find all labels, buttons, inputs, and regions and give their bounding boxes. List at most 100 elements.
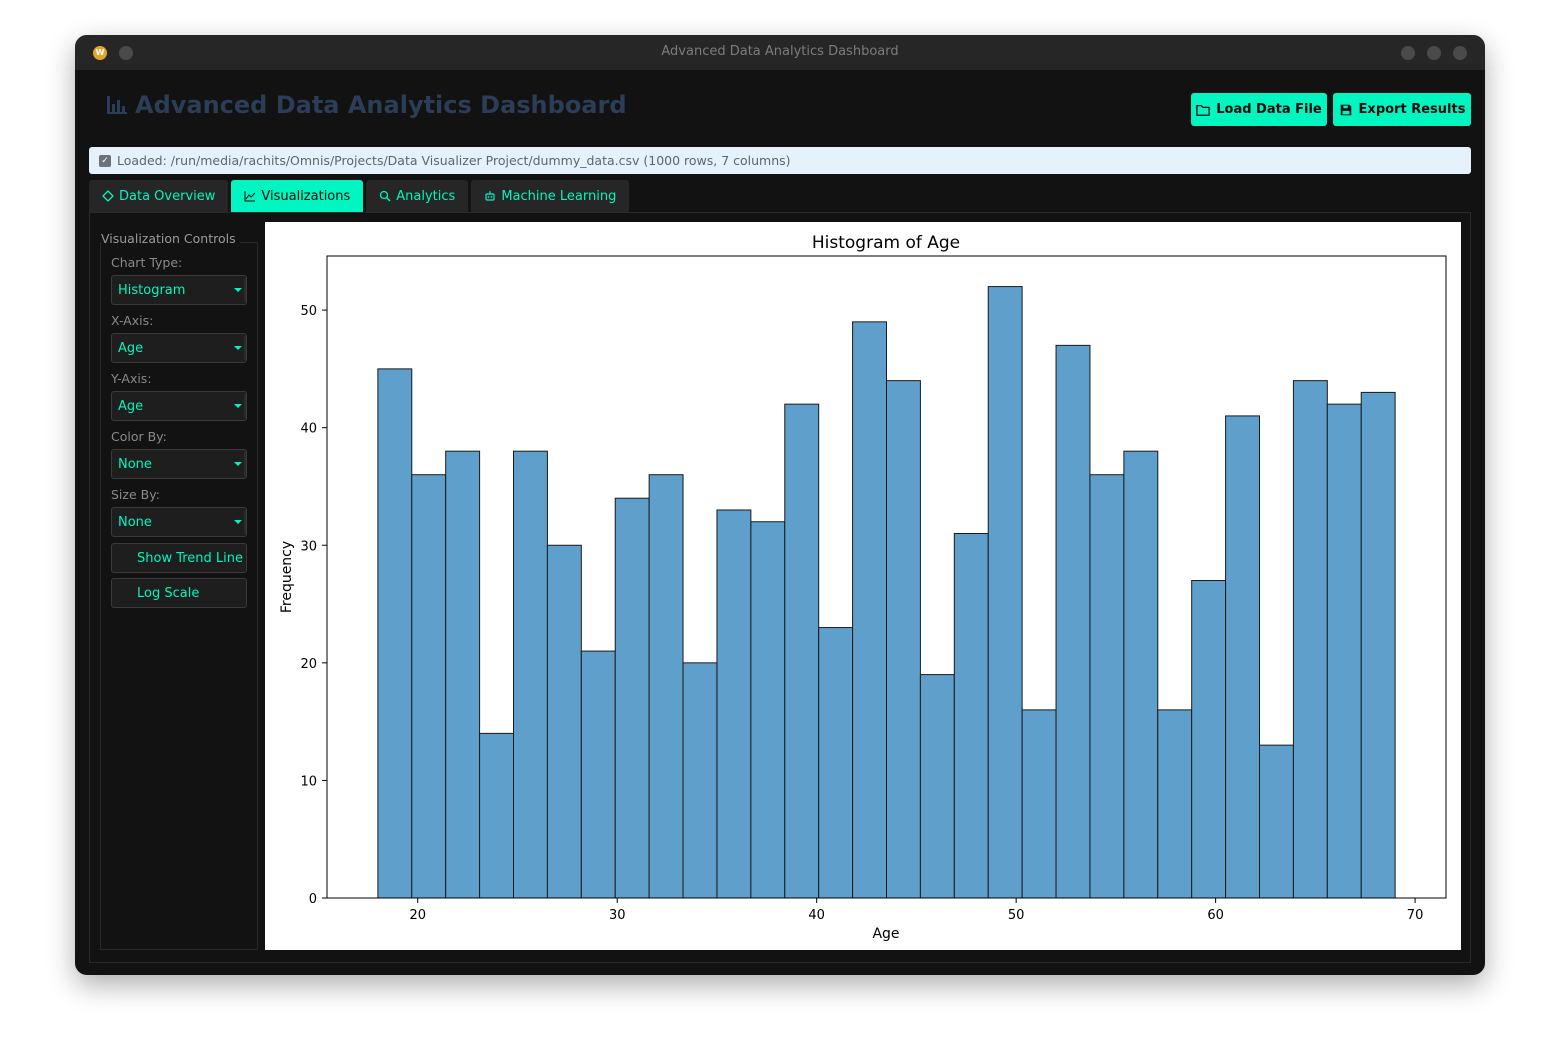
tab-machine-learning[interactable]: Machine Learning — [471, 180, 630, 212]
page-title-text: Advanced Data Analytics Dashboard — [135, 91, 627, 119]
app-icon: W — [93, 46, 107, 60]
export-results-button[interactable]: Export Results — [1333, 93, 1471, 126]
color-by-select[interactable]: None — [111, 449, 247, 479]
x-tick-label: 60 — [1207, 908, 1224, 923]
tab-analytics[interactable]: Analytics — [366, 180, 469, 212]
tab-data-overview[interactable]: Data Overview — [89, 180, 229, 212]
minimize-button[interactable] — [1401, 46, 1415, 60]
size-by-label: Size By: — [111, 487, 160, 502]
tab-bar: Data Overview Visualizations Analytics — [89, 180, 630, 212]
load-data-button[interactable]: Load Data File — [1191, 93, 1327, 126]
histogram-bar — [614, 497, 650, 899]
x-axis-label: X-Axis: — [111, 313, 154, 328]
visualization-controls-panel: Visualization Controls Chart Type: Histo… — [100, 231, 258, 950]
y-tick-label: 10 — [300, 774, 317, 789]
chart-canvas: Histogram of Age 20 30 40 50 60 70 0 10 20 30 40 5… — [265, 222, 1461, 950]
window-menu-button[interactable] — [119, 46, 133, 60]
show-trend-line-button[interactable]: Show Trend Line — [111, 543, 247, 573]
trend-line-label: Show Trend Line — [137, 550, 244, 566]
x-tick-label: 20 — [409, 908, 426, 923]
histogram-bar — [919, 674, 955, 899]
histogram-bars — [377, 286, 1396, 899]
checkbox-icon: ✓ — [99, 154, 111, 167]
tab-label: Visualizations — [261, 188, 351, 204]
x-axis-ticks: 20 30 40 50 60 70 — [409, 898, 1423, 923]
size-by-value: None — [118, 514, 152, 530]
tab-label: Data Overview — [119, 188, 216, 204]
histogram-chart: Histogram of Age 20 30 40 50 60 70 0 10 20 30 40 5… — [279, 233, 1447, 942]
y-tick-label: 20 — [300, 657, 317, 672]
log-scale-button[interactable]: Log Scale — [111, 578, 247, 608]
window-title: Advanced Data Analytics Dashboard — [661, 44, 899, 59]
histogram-bar — [648, 474, 684, 899]
load-data-label: Load Data File — [1216, 102, 1322, 117]
histogram-bar — [852, 321, 887, 899]
histogram-bar — [1123, 450, 1159, 899]
histogram-bar — [1055, 344, 1091, 899]
tab-label: Machine Learning — [501, 188, 617, 204]
bar-chart-icon — [107, 96, 127, 114]
maximize-button[interactable] — [1427, 46, 1441, 60]
export-results-label: Export Results — [1358, 102, 1466, 117]
histogram-bar — [1021, 709, 1057, 899]
histogram-bar — [546, 544, 582, 899]
histogram-bar — [580, 650, 616, 899]
histogram-bar — [1360, 391, 1396, 899]
tag-icon — [102, 190, 114, 202]
color-by-label: Color By: — [111, 429, 167, 444]
histogram-bar — [479, 732, 515, 899]
histogram-bar — [1259, 744, 1294, 899]
chevron-down-icon — [234, 520, 242, 524]
y-axis-select[interactable]: Age — [111, 391, 247, 421]
controls-title: Visualization Controls — [101, 231, 240, 246]
y-axis-label: Y-Axis: — [111, 371, 152, 386]
chevron-down-icon — [234, 462, 242, 466]
histogram-bar — [445, 450, 481, 899]
histogram-bar — [1292, 380, 1328, 899]
tab-visualizations[interactable]: Visualizations — [231, 180, 364, 212]
histogram-bar — [1157, 709, 1193, 899]
histogram-bar — [818, 627, 854, 899]
line-chart-icon — [244, 191, 256, 202]
histogram-bar — [716, 509, 752, 899]
status-text: Loaded: /run/media/rachits/Omnis/Project… — [117, 153, 791, 168]
status-bar: ✓ Loaded: /run/media/rachits/Omnis/Proje… — [89, 147, 1471, 174]
magnifier-icon — [380, 190, 391, 202]
app-window: W Advanced Data Analytics Dashboard Adva… — [75, 35, 1485, 975]
y-axis-label: Frequency — [279, 541, 295, 613]
histogram-bar — [750, 521, 786, 899]
chevron-down-icon — [234, 346, 242, 350]
x-axis-value: Age — [118, 340, 144, 356]
tab-label: Analytics — [396, 188, 456, 204]
x-tick-label: 50 — [1008, 908, 1025, 923]
histogram-bar — [1191, 580, 1227, 899]
title-bar[interactable]: W Advanced Data Analytics Dashboard — [75, 35, 1485, 70]
histogram-bar — [1225, 415, 1260, 899]
histogram-bar — [784, 403, 820, 899]
close-button[interactable] — [1453, 46, 1467, 60]
y-axis-value: Age — [118, 398, 144, 414]
folder-icon — [1196, 104, 1211, 116]
y-axis-ticks: 0 10 20 30 40 50 — [300, 304, 327, 907]
histogram-bar — [377, 368, 413, 899]
histogram-bar — [1326, 403, 1362, 899]
x-axis-select[interactable]: Age — [111, 333, 247, 363]
y-tick-label: 50 — [300, 304, 317, 319]
chart-title: Histogram of Age — [812, 233, 960, 253]
histogram-bar — [886, 380, 921, 899]
color-by-value: None — [118, 456, 152, 472]
y-tick-label: 0 — [309, 892, 317, 907]
histogram-bar — [953, 532, 989, 899]
histogram-bar — [411, 474, 447, 899]
chevron-down-icon — [234, 404, 242, 408]
chart-type-value: Histogram — [118, 282, 186, 298]
size-by-select[interactable]: None — [111, 507, 247, 537]
x-tick-label: 40 — [808, 908, 825, 923]
histogram-bar — [682, 662, 718, 899]
histogram-bar — [1089, 474, 1125, 899]
plot-frame — [326, 255, 1447, 899]
x-tick-label: 70 — [1407, 908, 1424, 923]
robot-icon — [485, 191, 495, 201]
x-axis-label: Age — [872, 926, 899, 942]
chart-type-select[interactable]: Histogram — [111, 275, 247, 305]
